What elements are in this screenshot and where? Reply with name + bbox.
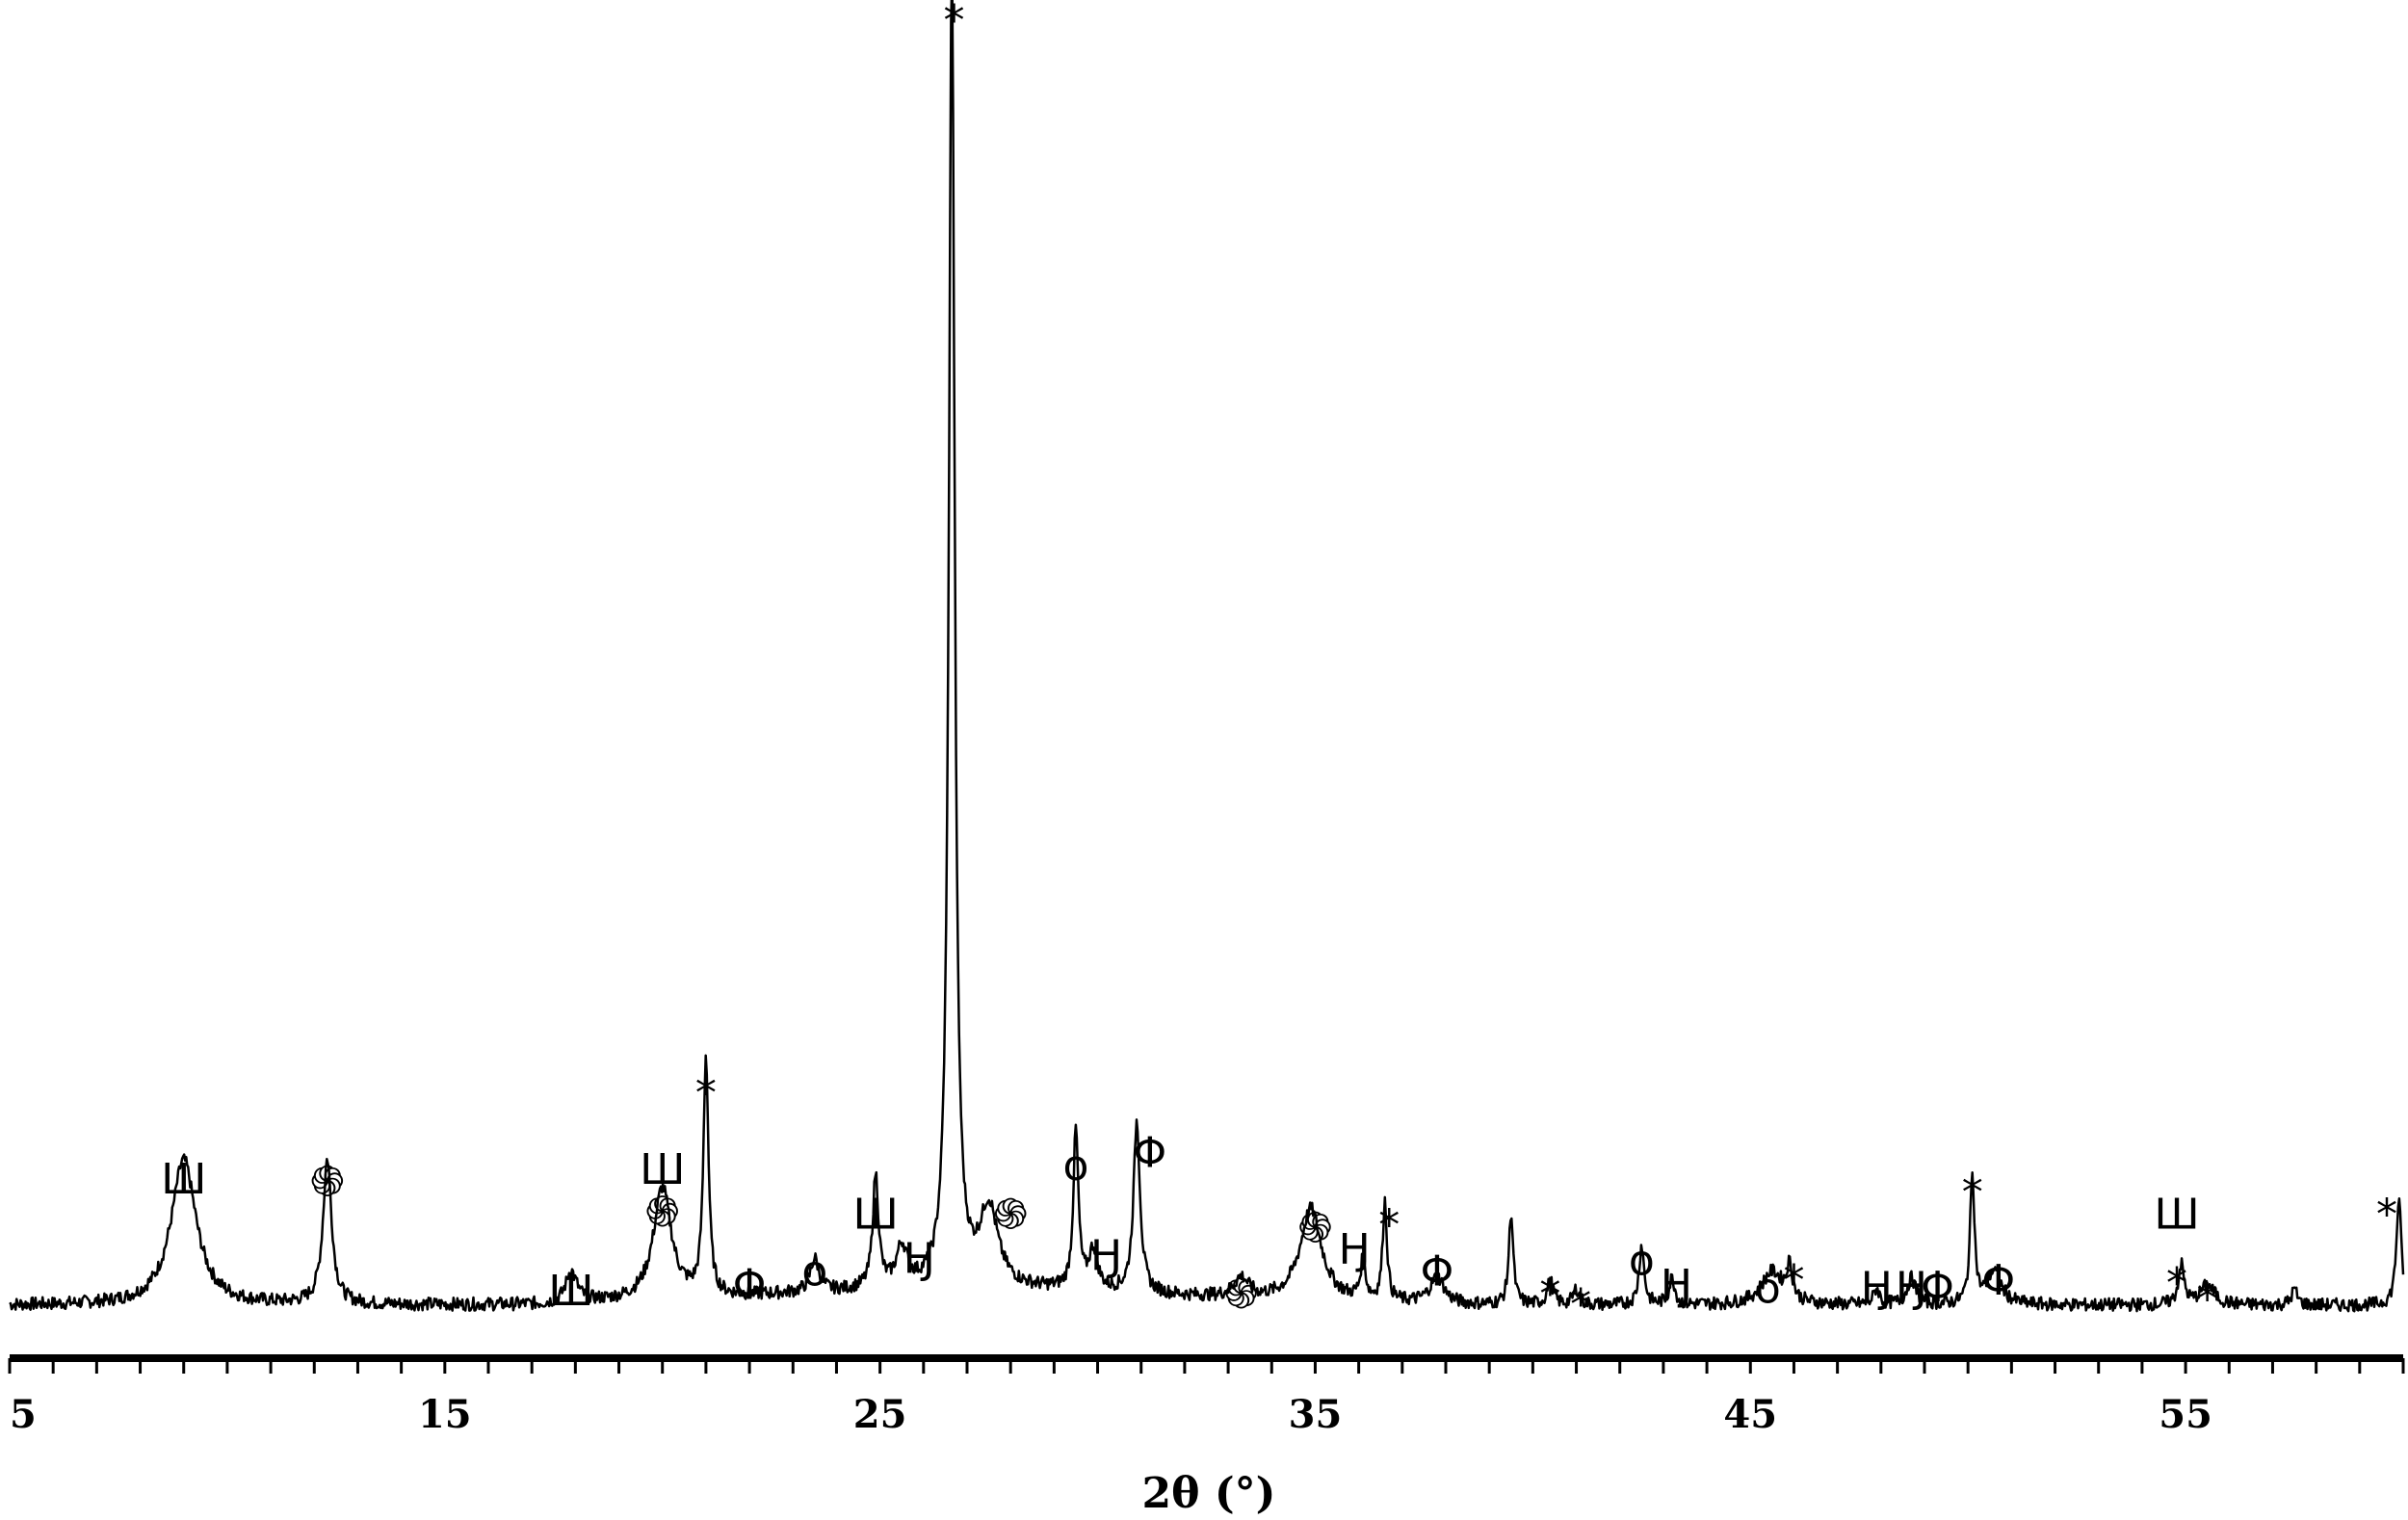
x-tick-label: 35	[1289, 1392, 1343, 1437]
x-tick-label: 45	[1723, 1392, 1777, 1437]
peak-marker: Ӈ	[1090, 1231, 1122, 1280]
peak-marker: Φ	[733, 1260, 767, 1309]
x-axis-minor-ticks	[8, 1358, 2405, 1374]
x-tick-label: 55	[2159, 1392, 2212, 1437]
x-tick-label: 15	[418, 1392, 472, 1437]
peak-marker: o	[1062, 1141, 1088, 1191]
x-tick-label: 25	[853, 1392, 907, 1437]
peak-marker: *	[943, 0, 964, 45]
peak-marker: ֍	[645, 1188, 680, 1237]
peak-marker: *	[2376, 1191, 2397, 1240]
x-tick-label: 5	[10, 1392, 37, 1437]
peak-marker: Ш	[161, 1155, 206, 1204]
peak-marker: *	[695, 1069, 717, 1118]
peak-marker: *	[1539, 1270, 1560, 1319]
peak-marker: Ш	[2155, 1191, 2200, 1240]
x-axis-title: 2θ (°)	[1142, 1469, 1276, 1518]
x-axis-tick-labels: 5 15 25 35 45 55	[10, 1392, 2212, 1437]
peak-marker: Ш	[853, 1191, 899, 1240]
diffraction-pattern-line	[9, 0, 2405, 1313]
